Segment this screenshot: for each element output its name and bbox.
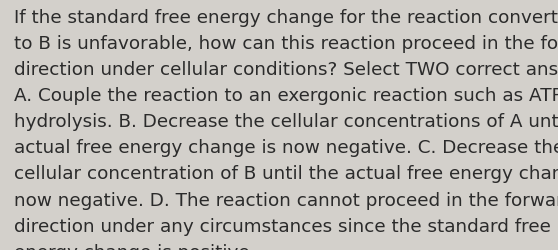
Text: direction under cellular conditions? Select TWO correct answers.: direction under cellular conditions? Sel… [14,61,558,79]
Text: actual free energy change is now negative. C. Decrease the: actual free energy change is now negativ… [14,139,558,157]
Text: If the standard free energy change for the reaction converting A: If the standard free energy change for t… [14,9,558,27]
Text: hydrolysis. B. Decrease the cellular concentrations of A until the: hydrolysis. B. Decrease the cellular con… [14,113,558,131]
Text: direction under any circumstances since the standard free: direction under any circumstances since … [14,217,551,235]
Text: energy change is positive.: energy change is positive. [14,243,256,250]
Text: A. Couple the reaction to an exergonic reaction such as ATP: A. Couple the reaction to an exergonic r… [14,87,558,105]
Text: cellular concentration of B until the actual free energy change is: cellular concentration of B until the ac… [14,165,558,183]
Text: now negative. D. The reaction cannot proceed in the forward: now negative. D. The reaction cannot pro… [14,191,558,209]
Text: to B is unfavorable, how can this reaction proceed in the forward: to B is unfavorable, how can this reacti… [14,35,558,53]
